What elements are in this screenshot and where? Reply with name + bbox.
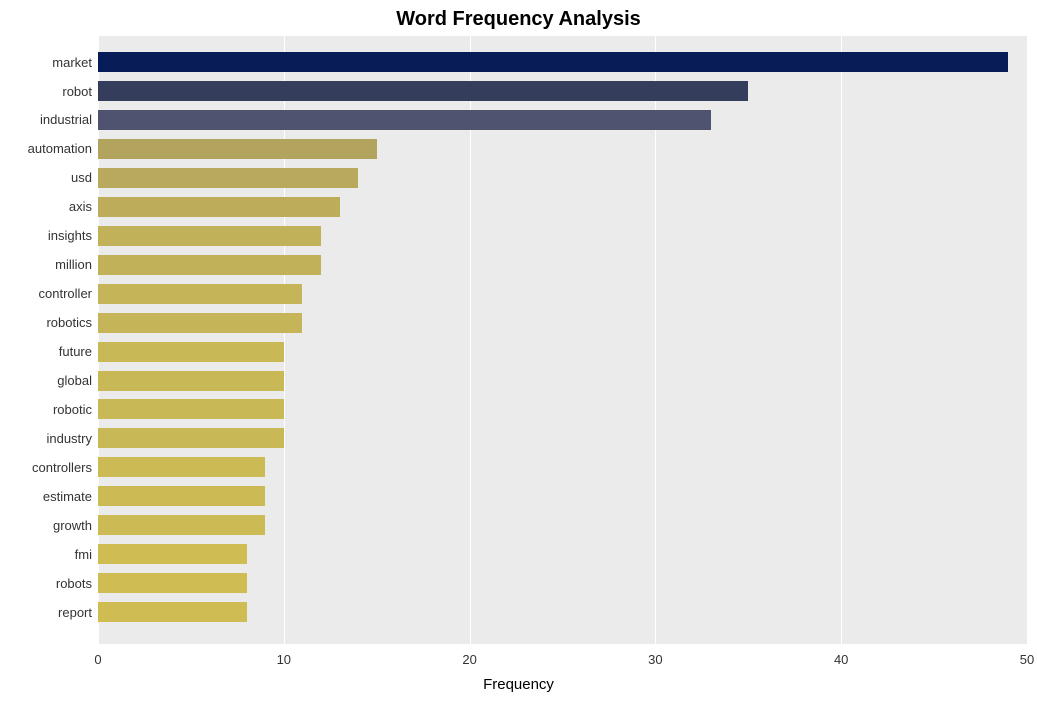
- y-tick-label: controller: [39, 286, 92, 301]
- bar: [98, 197, 340, 217]
- bar: [98, 255, 321, 275]
- x-tick-label: 0: [94, 652, 101, 667]
- y-tick-label: robots: [56, 576, 92, 591]
- bar: [98, 428, 284, 448]
- y-tick-label: automation: [28, 141, 92, 156]
- y-tick-label: robotics: [46, 315, 92, 330]
- y-tick-label: million: [55, 257, 92, 272]
- bar: [98, 52, 1008, 72]
- bar: [98, 168, 358, 188]
- bar: [98, 573, 247, 593]
- chart-title: Word Frequency Analysis: [0, 8, 1037, 31]
- bar: [98, 284, 302, 304]
- y-tick-label: estimate: [43, 489, 92, 504]
- y-tick-label: market: [52, 55, 92, 70]
- bar: [98, 486, 265, 506]
- y-tick-label: global: [57, 373, 92, 388]
- bar: [98, 515, 265, 535]
- bar: [98, 544, 247, 564]
- y-tick-label: axis: [69, 199, 92, 214]
- y-tick-label: fmi: [75, 547, 92, 562]
- x-tick-label: 50: [1020, 652, 1034, 667]
- bar: [98, 81, 748, 101]
- x-tick-label: 10: [277, 652, 291, 667]
- y-tick-label: robot: [62, 84, 92, 99]
- y-tick-label: controllers: [32, 460, 92, 475]
- bar: [98, 110, 711, 130]
- y-tick-label: future: [59, 344, 92, 359]
- word-frequency-chart: Word Frequency Analysis Frequency 0 10 20 3…: [0, 0, 1037, 701]
- bar: [98, 602, 247, 622]
- y-tick-label: industry: [46, 431, 92, 446]
- bar: [98, 399, 284, 419]
- bar: [98, 457, 265, 477]
- plot-area: [98, 36, 1027, 644]
- y-tick-label: growth: [53, 518, 92, 533]
- bar: [98, 371, 284, 391]
- y-tick-label: report: [58, 605, 92, 620]
- y-tick-label: industrial: [40, 112, 92, 127]
- y-tick-label: insights: [48, 228, 92, 243]
- y-tick-label: usd: [71, 170, 92, 185]
- gridline: [841, 36, 842, 644]
- bar: [98, 313, 302, 333]
- bar: [98, 139, 377, 159]
- x-tick-label: 20: [462, 652, 476, 667]
- x-tick-label: 40: [834, 652, 848, 667]
- gridline: [1027, 36, 1028, 644]
- x-axis-label: Frequency: [0, 676, 1037, 693]
- y-tick-label: robotic: [53, 402, 92, 417]
- bar: [98, 342, 284, 362]
- x-tick-label: 30: [648, 652, 662, 667]
- bar: [98, 226, 321, 246]
